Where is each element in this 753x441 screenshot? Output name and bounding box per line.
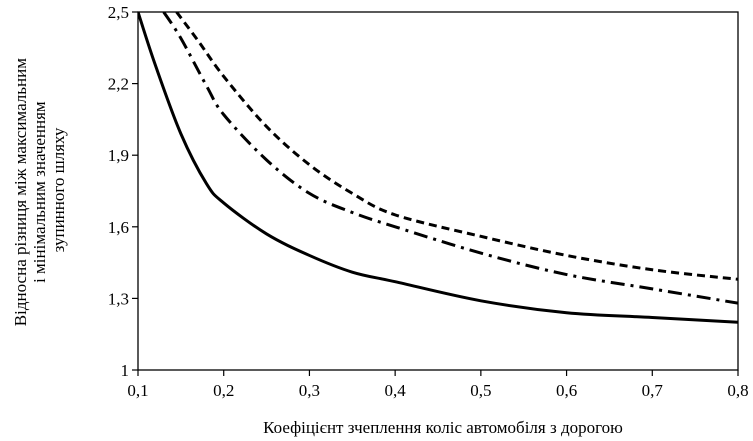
y-axis-title: Відносна різниця між максимальним і міні… — [11, 54, 68, 326]
y-axis: 1 1,3 1,6 1,9 2,2 2,5 — [108, 3, 138, 380]
plot-frame — [137, 11, 739, 371]
x-tick-label: 0,8 — [727, 381, 748, 400]
y-axis-title-line-2: і мінімальним значенням — [30, 101, 49, 283]
series-line-dash-dot — [162, 12, 738, 305]
y-tick-label: 2,2 — [108, 75, 129, 94]
y-tick-label: 1,3 — [108, 289, 129, 308]
y-tick-label: 1 — [121, 361, 130, 380]
y-axis-title-line-1: Відносна різниця між максимальним — [11, 58, 30, 326]
y-tick-label: 1,6 — [108, 218, 129, 237]
y-tick-label: 2,5 — [108, 3, 129, 22]
series-line-solid — [138, 12, 738, 324]
x-tick-label: 0,4 — [385, 381, 407, 400]
x-axis: 0,1 0,2 0,3 0,4 0,5 0,6 0,7 0,8 — [127, 370, 749, 400]
y-axis-title-line-3: зупинного шляху — [49, 127, 68, 252]
x-tick-label: 0,3 — [299, 381, 320, 400]
x-axis-title: Коефіцієнт зчеплення коліс автомобіля з … — [263, 418, 623, 437]
series-layer — [138, 12, 738, 324]
y-tick-label: 1,9 — [108, 146, 129, 165]
x-tick-label: 0,5 — [470, 381, 491, 400]
plot-area — [137, 11, 739, 371]
x-tick-label: 0,2 — [213, 381, 234, 400]
series-line-dashed — [175, 12, 738, 281]
x-tick-label: 0,7 — [642, 381, 664, 400]
x-tick-label: 0,6 — [556, 381, 577, 400]
x-tick-label: 0,1 — [127, 381, 148, 400]
